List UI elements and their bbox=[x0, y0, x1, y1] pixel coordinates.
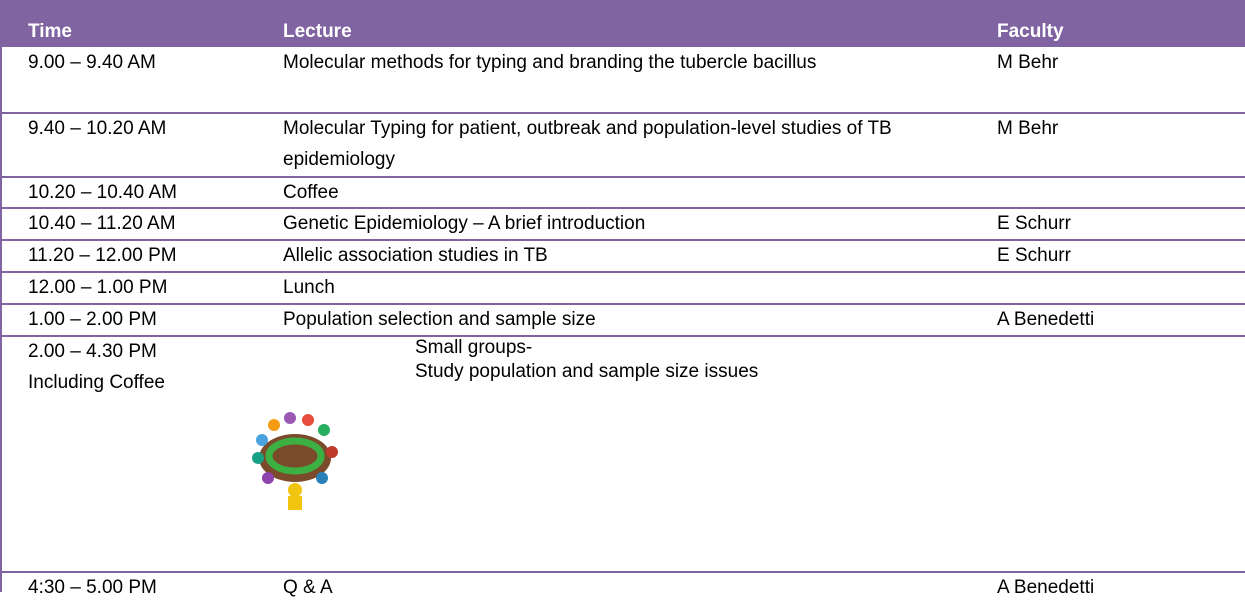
lecture-cell: Molecular Typing for patient, outbreak a… bbox=[283, 118, 892, 170]
faculty-cell: E Schurr bbox=[997, 245, 1071, 266]
header-bar bbox=[0, 0, 1245, 47]
time-cell: 9.00 – 9.40 AM bbox=[28, 52, 156, 73]
row-rule bbox=[0, 303, 1245, 305]
faculty-cell: E Schurr bbox=[997, 213, 1071, 234]
time-note: Including Coffee bbox=[28, 372, 165, 393]
time-cell: 10.20 – 10.40 AM bbox=[28, 182, 177, 203]
time-cell: 2.00 – 4.30 PM bbox=[28, 341, 157, 362]
time-cell: 11.20 – 12.00 PM bbox=[28, 245, 177, 266]
row-rule bbox=[0, 176, 1245, 178]
lecture-cell: Genetic Epidemiology – A brief introduct… bbox=[283, 213, 646, 234]
faculty-cell: M Behr bbox=[997, 118, 1059, 139]
row-rule bbox=[0, 335, 1245, 337]
lecture-cell: Q & A bbox=[283, 577, 333, 598]
lecture-cell: Allelic association studies in TB bbox=[283, 245, 548, 266]
header-time: Time bbox=[28, 21, 73, 42]
row-rule bbox=[0, 571, 1245, 573]
faculty-cell: A Benedetti bbox=[997, 309, 1095, 330]
lecture-note: Study population and sample size issues bbox=[415, 361, 759, 382]
lecture-cell: Population selection and sample size bbox=[283, 309, 596, 330]
header-faculty: Faculty bbox=[997, 21, 1064, 42]
time-cell: 10.40 – 11.20 AM bbox=[28, 213, 176, 234]
header-lecture: Lecture bbox=[283, 21, 352, 42]
row-rule bbox=[0, 207, 1245, 209]
lecture-cell: Small groups- bbox=[415, 337, 533, 358]
row-rule bbox=[0, 112, 1245, 114]
lecture-cell: Lunch bbox=[283, 277, 335, 298]
left-border bbox=[0, 0, 2, 592]
time-cell: 4:30 – 5.00 PM bbox=[28, 577, 157, 598]
faculty-cell: M Behr bbox=[997, 52, 1059, 73]
time-cell: 12.00 – 1.00 PM bbox=[28, 277, 168, 298]
row-rule bbox=[0, 239, 1245, 241]
lecture-cell: Molecular methods for typing and brandin… bbox=[283, 52, 817, 73]
lecture-cell: Coffee bbox=[283, 182, 339, 203]
time-cell: 1.00 – 2.00 PM bbox=[28, 309, 157, 330]
row-rule bbox=[0, 271, 1245, 273]
time-cell: 9.40 – 10.20 AM bbox=[28, 118, 167, 139]
meeting-icon bbox=[252, 412, 338, 510]
faculty-cell: A Benedetti bbox=[997, 577, 1095, 598]
